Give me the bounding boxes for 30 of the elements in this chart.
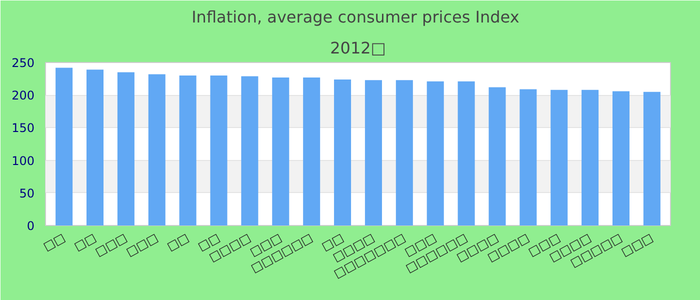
bar — [303, 77, 320, 226]
bar — [56, 68, 73, 226]
bar — [210, 76, 228, 226]
y-tick-label: 250 — [12, 56, 34, 70]
bar — [334, 79, 352, 226]
bar — [117, 72, 134, 226]
bar — [426, 81, 444, 226]
bar — [520, 89, 537, 226]
bar — [396, 80, 413, 226]
bar — [148, 74, 166, 226]
y-tick-label: 200 — [12, 88, 34, 103]
bar — [458, 81, 475, 226]
y-tick-label: 0 — [26, 219, 35, 233]
y-tick-label: 100 — [12, 154, 34, 168]
bar — [488, 87, 506, 226]
y-tick-label: 150 — [12, 121, 34, 136]
bar — [272, 77, 290, 226]
x-tick-label: □□ — [40, 230, 68, 254]
bar — [643, 92, 660, 226]
bar — [550, 90, 568, 226]
bar — [364, 80, 382, 226]
chart-subtitle: 2012□ — [330, 38, 386, 58]
chart-title: Inflation, average consumer prices Index — [192, 8, 520, 26]
bar — [86, 70, 104, 226]
bar — [612, 91, 630, 226]
bar — [241, 76, 258, 226]
bar — [179, 76, 196, 226]
y-tick-label: 50 — [19, 186, 35, 200]
x-tick-label: □□ — [164, 230, 192, 254]
bar — [582, 90, 599, 226]
